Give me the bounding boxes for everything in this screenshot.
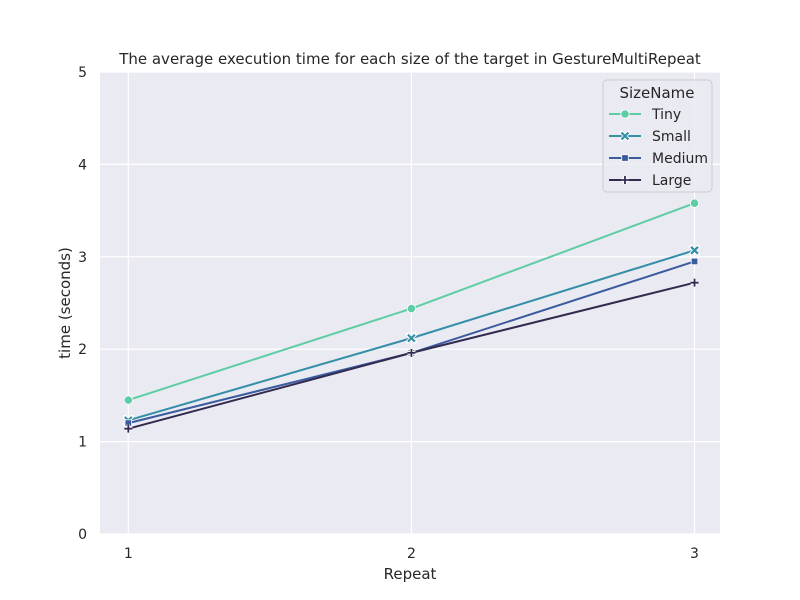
- legend-entries: Tiny Small Medium Large: [609, 107, 708, 189]
- tick-labels: 0 1 2 3 4 5 1 2 3: [78, 65, 699, 562]
- legend-marker: [621, 176, 629, 184]
- y-axis-label: time (seconds): [56, 247, 74, 359]
- legend-label: Medium: [652, 151, 708, 167]
- x-axis-label: Repeat: [384, 565, 437, 583]
- y-tick-label: 5: [78, 65, 87, 81]
- legend-item-tiny: Tiny: [609, 107, 681, 123]
- legend-marker: [621, 154, 629, 162]
- data-point-large: [407, 348, 416, 357]
- legend-item-large: Large: [609, 173, 691, 189]
- x-tick-label: 3: [690, 546, 699, 562]
- y-tick-label: 4: [78, 157, 87, 173]
- series-layer: [122, 198, 701, 433]
- data-point-large: [124, 424, 133, 433]
- legend-item-medium: Medium: [609, 151, 708, 167]
- x-tick-label: 1: [124, 546, 133, 562]
- legend-label: Small: [652, 129, 691, 145]
- data-point-tiny: [123, 395, 133, 405]
- data-point-small: [405, 332, 417, 344]
- legend-item-small: Small: [609, 129, 691, 145]
- legend-label: Tiny: [651, 107, 681, 123]
- data-point-small: [689, 244, 701, 256]
- data-point-tiny: [406, 303, 417, 314]
- legend-box: [602, 79, 713, 193]
- data-point-tiny: [689, 198, 700, 208]
- legend-label: Large: [652, 173, 691, 189]
- y-tick-label: 0: [78, 527, 87, 543]
- data-point-medium: [690, 257, 699, 266]
- legend-marker: [620, 109, 630, 119]
- series-tiny: [123, 198, 700, 405]
- legend-title: SizeName: [619, 84, 694, 102]
- chart-title: The average execution time for each size…: [118, 50, 701, 68]
- y-tick-label: 2: [78, 342, 87, 358]
- y-tick-label: 3: [78, 250, 87, 266]
- data-point-large: [690, 278, 699, 287]
- legend: SizeName Tiny Small Medium Large: [602, 79, 713, 193]
- y-tick-label: 1: [78, 435, 87, 451]
- legend-marker: [619, 130, 631, 142]
- series-large: [124, 278, 699, 433]
- x-tick-label: 2: [407, 546, 416, 562]
